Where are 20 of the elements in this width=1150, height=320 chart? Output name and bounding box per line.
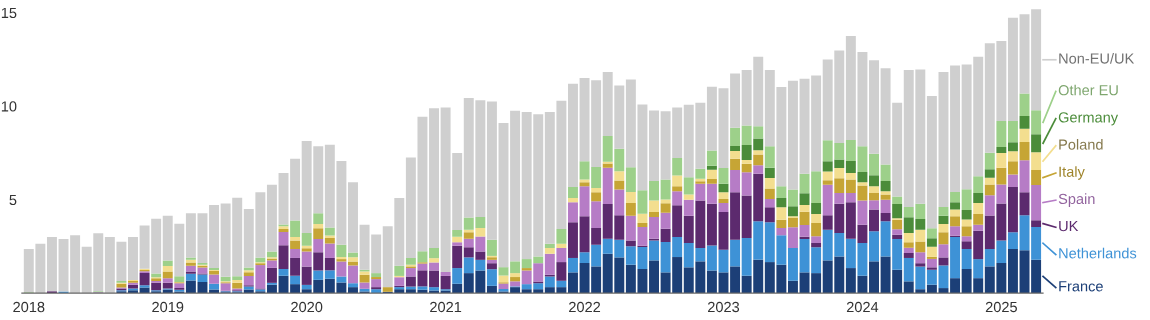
series-label: Germany [1058,112,1119,126]
legend-label: Poland [1059,139,1103,150]
legend-label: Netherlands [1059,247,1137,259]
legend-label: France [1059,281,1103,292]
x-tick-label: 2019 [152,301,184,313]
x-tick-label: 2025 [985,301,1017,313]
x-tick-label: 2020 [291,301,323,313]
legend-label: Spain [1058,193,1095,207]
x-tick-label: 2018 [13,301,45,313]
y-tick-label: 10 [1,101,17,112]
x-tick-label: 2023 [708,301,740,313]
legend-label: UK [1059,221,1079,232]
y-tick-label: 5 [9,194,17,206]
legend-label: Non-EU/UK [1059,52,1135,64]
y-tick-label: 15 [1,7,17,19]
legend-label: Italy [1059,166,1085,180]
series-label: Other EU [1058,84,1118,96]
x-tick-label: 2022 [569,301,601,313]
x-tick-label: 2021 [430,301,462,313]
x-tick-label: 2024 [846,301,879,313]
